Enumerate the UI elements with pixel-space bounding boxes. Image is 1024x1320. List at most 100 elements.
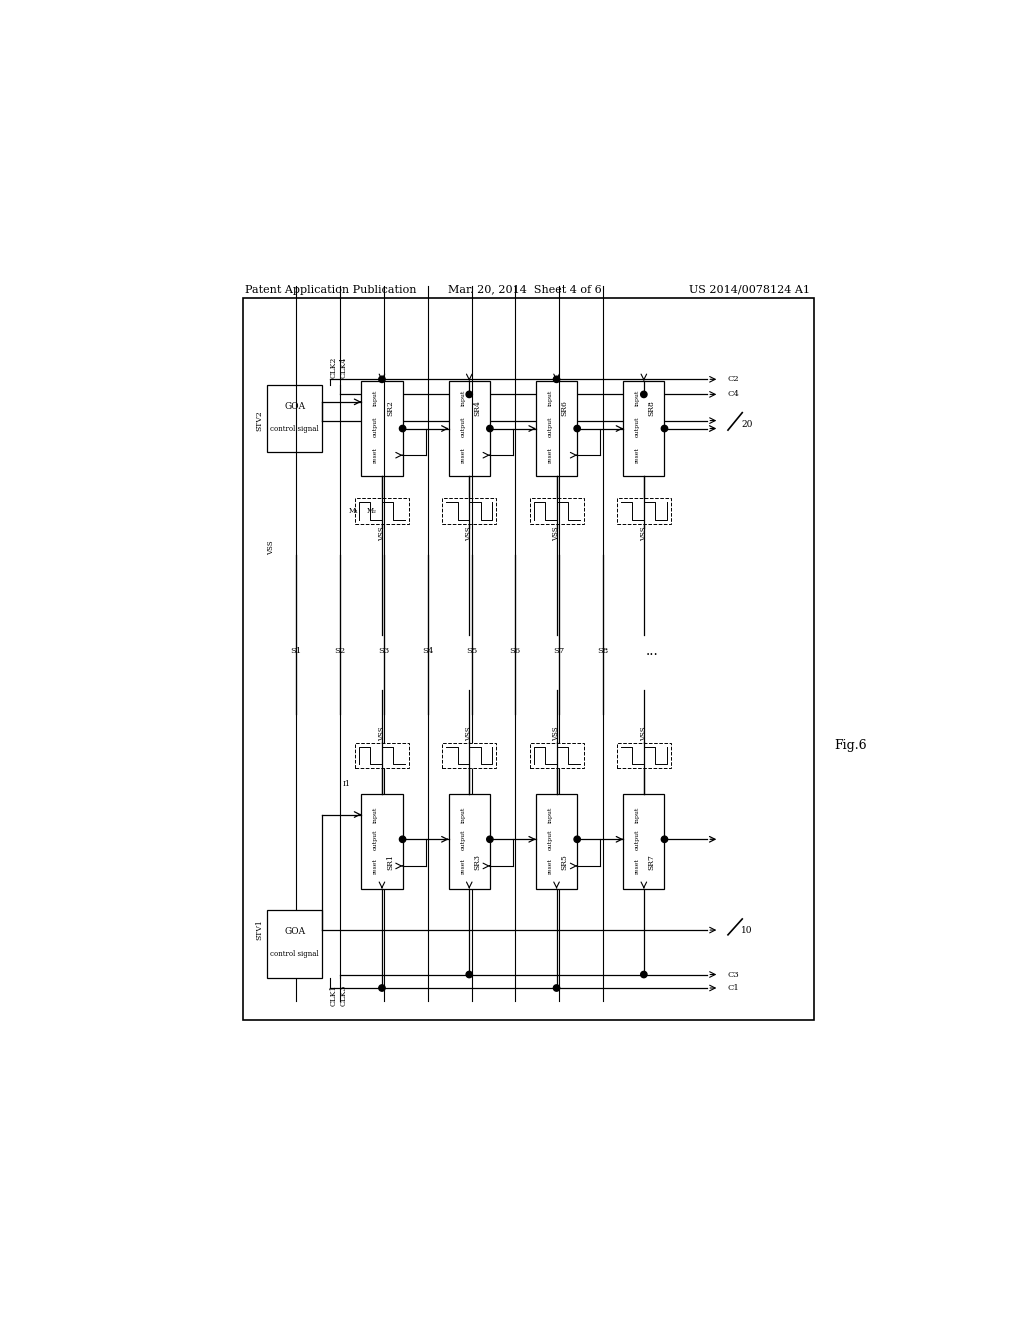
Circle shape (486, 425, 494, 432)
Text: output: output (461, 829, 465, 850)
Text: US 2014/0078124 A1: US 2014/0078124 A1 (689, 285, 811, 294)
Text: CLK3: CLK3 (340, 985, 348, 1006)
Bar (616, 743, 671, 768)
Text: S7: S7 (553, 647, 564, 655)
Text: ...: ... (645, 644, 658, 657)
Text: VSS: VSS (553, 726, 560, 741)
Text: S5: S5 (466, 647, 477, 655)
Text: reset: reset (548, 447, 553, 463)
Circle shape (399, 425, 406, 432)
Circle shape (466, 391, 472, 397)
Text: output: output (373, 416, 378, 437)
Text: output: output (635, 416, 640, 437)
Text: C4: C4 (728, 391, 739, 399)
Text: Mar. 20, 2014  Sheet 4 of 6: Mar. 20, 2014 Sheet 4 of 6 (447, 285, 602, 294)
Text: Patent Application Publication: Patent Application Publication (246, 285, 417, 294)
Text: reset: reset (461, 447, 465, 463)
Text: SR5: SR5 (560, 854, 568, 870)
Text: output: output (373, 829, 378, 850)
Text: STV1: STV1 (255, 920, 263, 940)
Text: C1: C1 (728, 983, 739, 993)
Text: SR2: SR2 (386, 400, 394, 416)
Text: reset: reset (548, 858, 553, 874)
Text: reset: reset (635, 858, 640, 874)
Text: VSS: VSS (267, 540, 274, 554)
Text: SR3: SR3 (473, 854, 481, 870)
Text: control signal: control signal (270, 950, 318, 958)
Circle shape (574, 425, 581, 432)
Text: GOA: GOA (284, 403, 305, 411)
Text: input: input (373, 807, 378, 822)
Bar (536, 381, 578, 477)
Text: output: output (635, 829, 640, 850)
Text: control signal: control signal (270, 425, 318, 433)
Text: VSS: VSS (378, 726, 386, 741)
Circle shape (553, 985, 560, 991)
Bar (355, 499, 409, 524)
Text: S1: S1 (291, 647, 302, 655)
Bar (529, 499, 584, 524)
Circle shape (574, 836, 581, 842)
Text: output: output (548, 416, 553, 437)
Text: reset: reset (635, 447, 640, 463)
Bar (624, 793, 665, 888)
Text: VSS: VSS (465, 525, 473, 541)
Text: C3: C3 (728, 970, 739, 978)
Text: 10: 10 (741, 925, 753, 935)
Text: VSS: VSS (553, 525, 560, 541)
Text: input: input (548, 389, 553, 407)
Circle shape (662, 425, 668, 432)
Text: output: output (461, 416, 465, 437)
Circle shape (641, 391, 647, 397)
Circle shape (641, 972, 647, 978)
Bar (449, 793, 489, 888)
Text: reset: reset (373, 447, 378, 463)
Text: SR8: SR8 (648, 400, 655, 416)
Text: VSS: VSS (465, 726, 473, 741)
Text: S6: S6 (510, 647, 521, 655)
Bar (529, 743, 584, 768)
Text: M₂: M₂ (367, 507, 377, 515)
Text: output: output (548, 829, 553, 850)
Circle shape (553, 376, 560, 383)
Text: input: input (635, 807, 640, 822)
Text: S8: S8 (597, 647, 608, 655)
Bar (361, 381, 402, 477)
Text: VSS: VSS (640, 525, 648, 541)
Text: VSS: VSS (378, 525, 386, 541)
Text: reset: reset (461, 858, 465, 874)
Bar (449, 381, 489, 477)
Text: input: input (461, 389, 465, 407)
Text: SR4: SR4 (473, 400, 481, 416)
Text: VSS: VSS (640, 726, 648, 741)
Text: M₁: M₁ (349, 507, 359, 515)
Text: CLK2: CLK2 (330, 356, 338, 378)
Text: Fig.6: Fig.6 (835, 739, 867, 752)
Bar (442, 499, 497, 524)
Circle shape (486, 836, 494, 842)
Bar (624, 381, 665, 477)
Text: S3: S3 (379, 647, 390, 655)
Text: I1: I1 (342, 780, 350, 788)
Circle shape (662, 836, 668, 842)
Bar (536, 793, 578, 888)
Circle shape (466, 972, 472, 978)
Text: input: input (548, 807, 553, 822)
Text: C2: C2 (728, 375, 739, 383)
Bar (267, 911, 323, 978)
Bar (616, 499, 671, 524)
Text: CLK4: CLK4 (340, 356, 348, 378)
Text: GOA: GOA (284, 928, 305, 936)
Bar (243, 297, 814, 1020)
Bar (355, 743, 409, 768)
Circle shape (379, 376, 385, 383)
Text: 20: 20 (741, 420, 753, 429)
Bar (442, 743, 497, 768)
Text: reset: reset (373, 858, 378, 874)
Text: input: input (635, 389, 640, 407)
Text: input: input (461, 807, 465, 822)
Text: SR6: SR6 (560, 400, 568, 416)
Text: S4: S4 (422, 647, 434, 655)
Text: SR7: SR7 (648, 854, 655, 870)
Circle shape (379, 985, 385, 991)
